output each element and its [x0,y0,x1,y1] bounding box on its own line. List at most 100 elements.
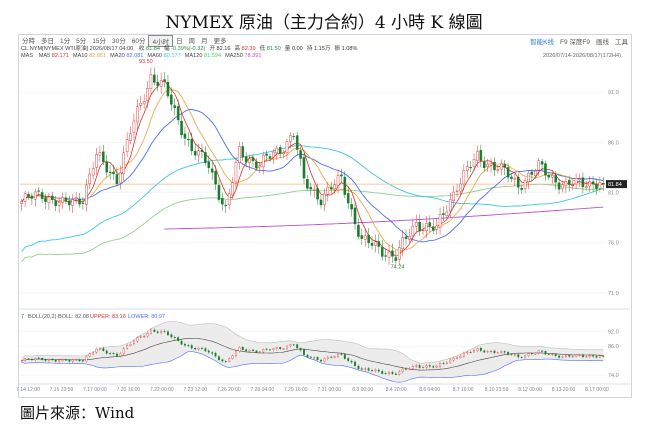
chart-toolbar: 分時 多日 1分 5分 15分 30分 60分 4小时日周月更多 智能K线 F9 深度F9 画线工… [19,35,631,47]
candle-body [527,172,530,182]
toolbar-button[interactable]: 工具 [615,39,628,46]
candle-body [295,135,299,150]
candle-body [44,197,47,202]
boll-candle-body [595,356,598,358]
x-tick-label: 7.14 12:00 [16,387,40,393]
candle-body [510,176,513,179]
boll-candle-body [41,358,44,360]
quote-stat-label: 收 [138,46,146,52]
boll-candle-body [197,347,200,350]
ma5-line [21,80,604,257]
boll-lower-line [21,351,604,383]
timeframe-tab[interactable]: 分時 [22,38,35,45]
boll-candle-body [37,357,40,359]
boll-candle-body [490,351,493,352]
boll-candle-body [126,345,129,349]
boll-candle-body [160,331,163,333]
candle-body [591,181,595,185]
candle-body [125,139,129,152]
toolbar-button[interactable]: F9 深度F9 [560,39,590,46]
boll-candle-body [374,369,377,372]
quote-stat-value: 81.84 [145,46,160,52]
boll-legend-item: LOWER: 80.97 [128,314,165,320]
boll-candle-body [156,331,159,333]
boll-candle-body [507,352,510,355]
boll-candle-body [30,358,33,360]
toolbar-right: 智能K线 F9 深度F9 画线 工具 [527,36,631,46]
quote-stat-value: 81.50 [266,46,281,52]
boll-candle-body [299,347,302,351]
candle-body [530,171,534,175]
candle-body [108,171,112,173]
candle-body [136,106,139,123]
toolbar-button[interactable]: 智能K线 [530,39,555,46]
boll-candle-body [313,357,316,359]
boll-candle-body [547,353,550,355]
candle-body [462,170,466,185]
boll-candle-body [350,360,353,363]
timeframe-tab[interactable]: 1分 [60,38,71,45]
candle-body [459,183,462,192]
last-price-tag [606,180,627,189]
candle-body [282,152,285,155]
timeframe-tab[interactable]: 日 [176,38,183,45]
boll-candle-body [224,361,227,362]
timeframe-tab[interactable]: 月 [201,38,208,45]
candle-body [122,152,126,175]
boll-candle-body [245,349,248,352]
boll-panel-index: 7 [21,314,24,320]
candle-body [476,151,479,161]
candle-body [357,224,360,237]
timeframe-tab[interactable]: 多日 [41,38,54,45]
candle-body [275,147,279,154]
boll-candle-body [544,351,547,355]
quote-info-line: CL.NYM[NYMEX WTI原油] 2026/08/17 04:00 收 8… [21,44,358,52]
candle-body [336,175,340,186]
timeframe-tab[interactable]: 15分 [92,38,106,45]
toolbar-button[interactable]: 画线 [596,39,609,46]
boll-candle-body [265,348,268,350]
candle-body [265,153,268,156]
candle-body [193,150,197,156]
boll-candle-body [520,357,523,358]
ma-item: MA120 81.594 [185,53,221,59]
candle-body [425,223,428,231]
candle-body [299,150,302,159]
x-tick-label: 7.31 00:00 [317,387,341,393]
quote-stat-value: 82.16 [216,46,231,52]
ma-item: MA10 82.051 [73,53,106,59]
boll-candle-body [167,331,169,336]
boll-candle-body [47,359,50,361]
candle-body [411,225,415,236]
candle-body [428,222,432,226]
boll-candle-body [228,358,231,362]
candle-body [85,184,88,205]
quote-stat-value: 82.39 [241,46,256,52]
timeframe-tab[interactable]: 周 [188,38,196,45]
candle-body [387,251,391,258]
boll-candle-body [136,337,139,342]
x-tick-label: 8.6 04:00 [419,387,440,393]
timeframe-tab[interactable]: 30分 [111,38,126,45]
timeframe-tab[interactable]: 5分 [76,38,87,45]
boll-candle-body [320,359,322,362]
timeframe-tab[interactable]: 更多 [213,38,227,45]
candle-body [350,204,353,210]
timeframe-tab[interactable]: 4小时 [148,35,174,47]
boll-candle-body [524,355,527,358]
candle-body [163,79,166,82]
quote-stat-value: 1.15万 [313,46,331,52]
candle-body [51,195,54,201]
boll-candle-body [405,368,407,370]
quote-stat-label: 低 [259,46,267,52]
timeframe-tab[interactable]: 60分 [131,38,146,45]
boll-candle-body [575,354,578,357]
candle-body [397,247,401,260]
boll-candle-body [255,350,258,353]
boll-candle-body [78,359,81,362]
quote-stat: 低 81.50 [260,46,281,52]
candle-body [554,174,557,183]
boll-candle-body [357,365,360,370]
boll-candle-body [272,348,275,350]
